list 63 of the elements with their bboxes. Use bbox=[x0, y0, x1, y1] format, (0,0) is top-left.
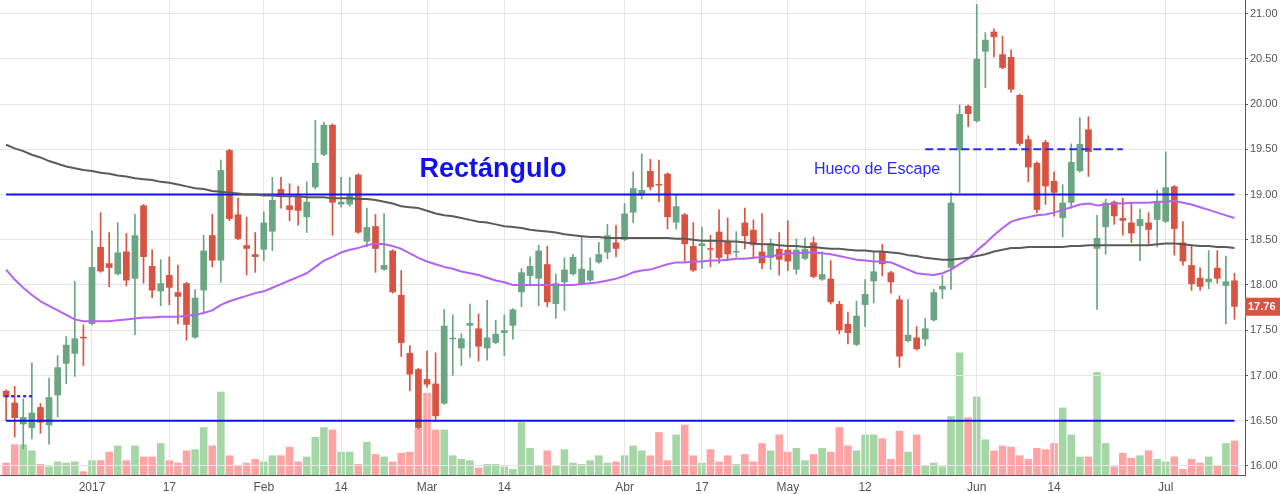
y-tick-label: 16.00 bbox=[1250, 458, 1278, 471]
bar bbox=[131, 445, 139, 475]
bar bbox=[766, 450, 775, 475]
y-tick-label: 21.00 bbox=[1250, 6, 1278, 19]
x-tick-label: 2017 bbox=[78, 479, 106, 494]
bar bbox=[113, 445, 122, 475]
candlestick bbox=[466, 303, 474, 358]
candlestick bbox=[157, 259, 165, 307]
bar bbox=[328, 429, 337, 475]
candlestick bbox=[1119, 197, 1127, 236]
x-tick-label: 14 bbox=[497, 479, 512, 494]
y-tick-label: 17.00 bbox=[1250, 368, 1278, 381]
candlestick bbox=[818, 251, 826, 281]
x-tick-label: May bbox=[776, 479, 800, 494]
candlestick bbox=[698, 226, 706, 270]
candlestick bbox=[861, 279, 869, 327]
x-tick-label: 17 bbox=[162, 479, 177, 494]
series-label: Rectángulo bbox=[419, 152, 567, 183]
bar bbox=[612, 461, 620, 475]
candlestick bbox=[1222, 255, 1230, 325]
bar bbox=[380, 456, 388, 475]
candlestick bbox=[105, 232, 113, 288]
x-tick-label: 14 bbox=[1047, 479, 1062, 494]
candlestick bbox=[174, 264, 182, 325]
bar bbox=[363, 441, 371, 475]
bar bbox=[1144, 450, 1153, 475]
series-label: Hueco de Escape bbox=[813, 159, 941, 177]
bar bbox=[680, 424, 689, 475]
annotation: 17.76 bbox=[1248, 300, 1276, 313]
y-tick-label: 20.00 bbox=[1250, 97, 1278, 110]
bar bbox=[689, 455, 698, 475]
candlestick bbox=[483, 300, 491, 361]
x-tick-label: Abr bbox=[615, 479, 634, 494]
bar bbox=[672, 434, 680, 475]
y-tick-label: 18.50 bbox=[1250, 232, 1278, 245]
x-tick-label: Mar bbox=[416, 479, 438, 494]
bar bbox=[79, 471, 88, 475]
x-tick-label: 17 bbox=[695, 479, 709, 494]
y-tick-label: 18.00 bbox=[1250, 278, 1278, 291]
bar bbox=[964, 417, 972, 475]
y-tick-label: 20.50 bbox=[1250, 51, 1278, 64]
candlestick bbox=[251, 232, 259, 273]
bar bbox=[1136, 455, 1144, 475]
y-tick-label: 16.50 bbox=[1250, 413, 1278, 426]
bar bbox=[818, 448, 826, 475]
candlestick bbox=[380, 213, 388, 271]
bar bbox=[732, 463, 741, 475]
bar bbox=[156, 443, 165, 475]
bar bbox=[1222, 443, 1230, 475]
candlestick bbox=[423, 350, 431, 388]
y-tick-label: 19.50 bbox=[1250, 142, 1278, 155]
x-tick-label: 14 bbox=[334, 479, 349, 494]
x-tick-label: Jul bbox=[1158, 479, 1174, 494]
candlestick bbox=[500, 314, 508, 356]
bar bbox=[543, 450, 552, 475]
bar bbox=[904, 451, 912, 475]
bar bbox=[217, 391, 225, 475]
x-tick-label: 12 bbox=[858, 479, 873, 494]
bar bbox=[208, 445, 217, 475]
x-tick-label: Feb bbox=[253, 479, 275, 494]
y-tick-label: 19.00 bbox=[1250, 187, 1278, 200]
x-tick-label: Jun bbox=[967, 479, 987, 494]
y-tick-label: 17.50 bbox=[1250, 323, 1278, 336]
